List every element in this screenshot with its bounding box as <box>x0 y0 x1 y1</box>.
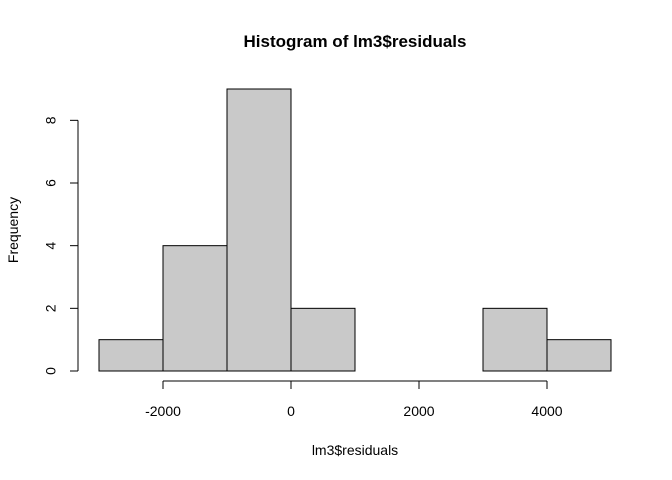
x-tick-label: 2000 <box>403 403 434 419</box>
histogram-bar <box>226 88 292 372</box>
histogram-bar <box>98 339 164 372</box>
y-tick-label: 6 <box>43 179 59 187</box>
bars-group <box>98 88 612 372</box>
y-tick-label: 4 <box>43 242 59 250</box>
chart-title: Histogram of lm3$residuals <box>244 32 467 51</box>
y-tick-label: 8 <box>43 116 59 124</box>
x-tick-label: 0 <box>287 403 295 419</box>
histogram-bar <box>482 307 548 372</box>
x-axis: -2000 0 2000 4000 <box>145 380 563 419</box>
y-axis-label: Frequency <box>5 197 21 263</box>
x-axis-label: lm3$residuals <box>312 442 398 458</box>
histogram-bar <box>162 245 228 372</box>
histogram-bar <box>290 307 356 372</box>
x-tick-label: -2000 <box>145 403 181 419</box>
x-tick-label: 4000 <box>531 403 562 419</box>
y-tick-label: 2 <box>43 304 59 312</box>
y-axis: 0 2 4 6 8 <box>43 116 79 375</box>
y-tick-label: 0 <box>43 367 59 375</box>
histogram-bar <box>546 339 612 372</box>
